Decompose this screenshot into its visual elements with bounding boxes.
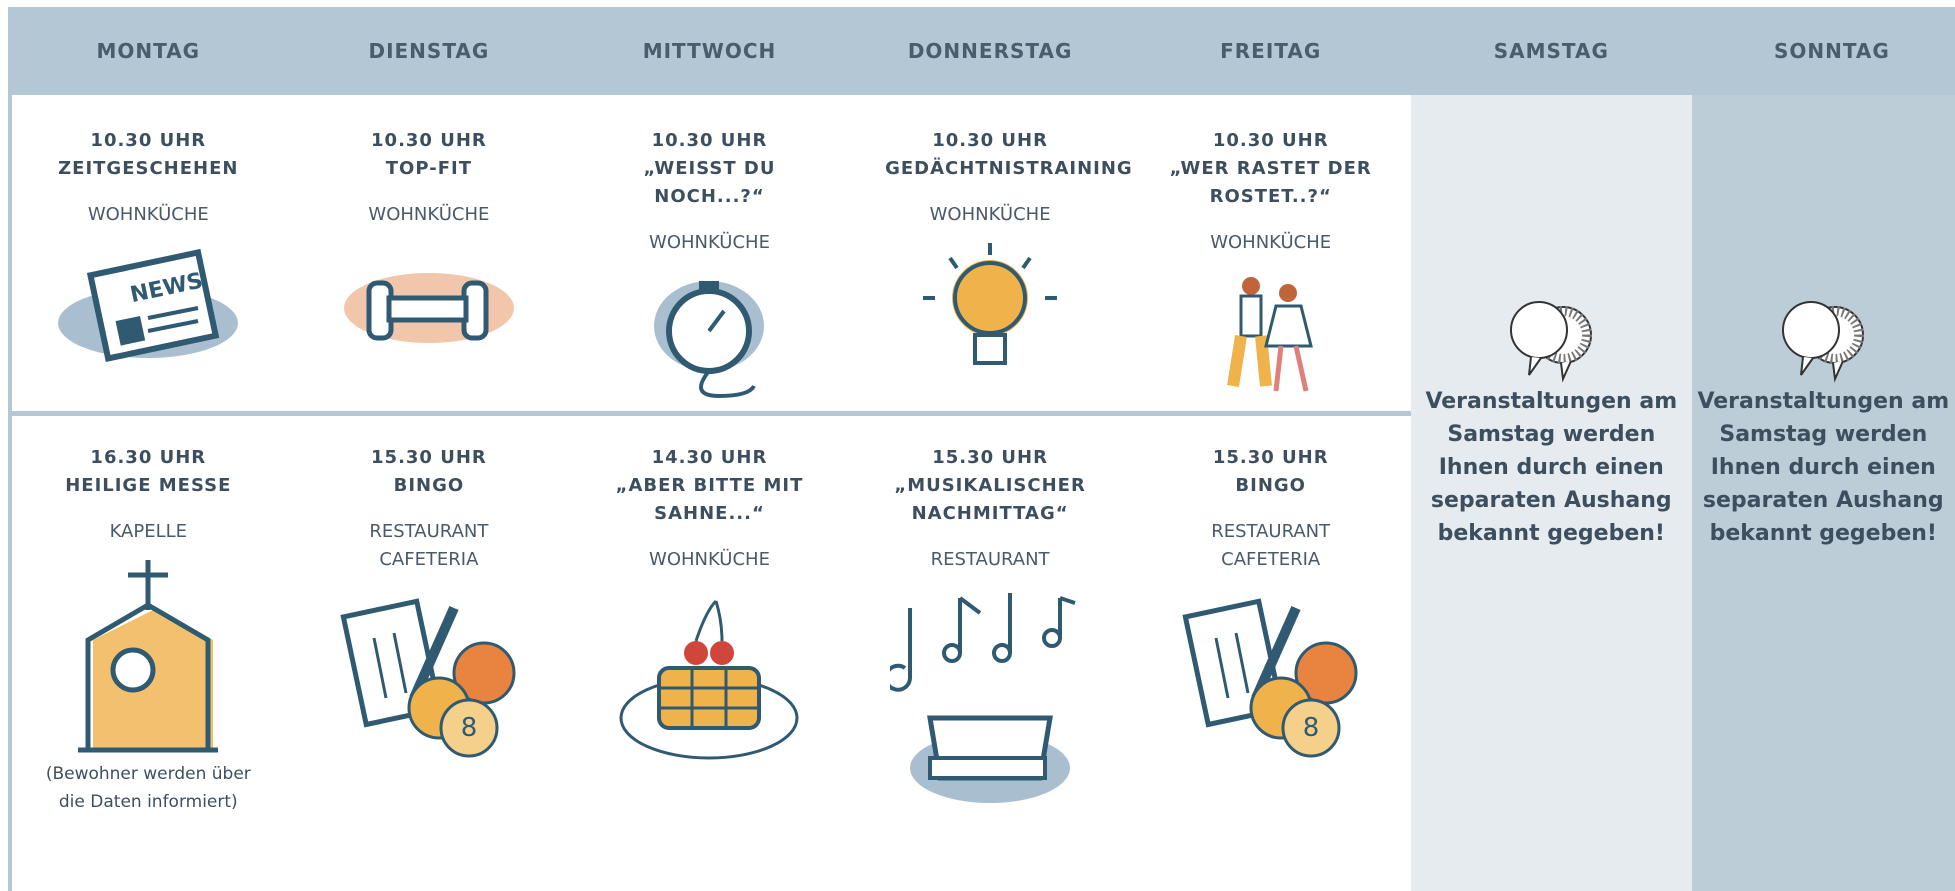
morning-event: 10.30 UHR GEDÄCHTNISTRAINING WOHNKÜCHE [850,127,1133,373]
icon [923,243,1058,365]
event-time: 10.30 UHR [90,130,207,151]
event-time: 15.30 UHR [371,447,487,468]
day-label: DONNERSTAG [907,39,1073,63]
svg-text:8: 8 [1302,713,1319,743]
afternoon-event: 15.30 UHR „MUSIKALISCHER NACHMITTAG“ RESTA… [850,444,1131,818]
morning-event: 10.30 UHR ZEITGESCHEHEN WOHNKÜCHE NEWS [8,127,289,373]
icon [619,599,799,760]
day-label: SONNTAG [1773,39,1890,63]
event-location: WOHNKÜCHE [649,549,770,570]
event-title: ZEITGESCHEHEN [58,158,239,179]
day-label: DIENSTAG [368,39,490,63]
day-label: SAMSTAG [1493,39,1609,63]
event-title: BINGO [1235,475,1306,496]
event-time: 10.30 UHR [932,130,1048,151]
event-location: KAPELLE [109,521,188,542]
event-location: WOHNKÜCHE [368,204,490,225]
icon: 8 [1182,598,1358,758]
event-location: WOHNKÜCHE [1210,232,1332,253]
day-label: FREITAG [1220,39,1322,63]
header: MONTAG DIENSTAG MITTWOCH DONNERSTAG FREITAG S… [8,7,1955,95]
event-title: HEILIGE MESSE [65,475,232,496]
icon [1226,277,1313,392]
weekend-notice: Veranstaltungen am Samstag werden Ihnen … [1425,389,1678,546]
event-note: (Bewohner werden über die Daten informie… [45,764,251,812]
afternoon-event: 14.30 UHR „ABER BITTE MIT SAHNE...“ WOHNKÜ… [569,444,850,768]
event-location: WOHNKÜCHE [929,204,1051,225]
event-location: RESTAURANT [930,549,1050,570]
afternoon-event: 16.30 UHR HEILIGE MESSE KAPELLE (Bewohner w… [8,444,289,816]
day-label: MITTWOCH [642,39,777,63]
morning-event: 10.30 UHR „WER RASTET DER ROSTET..?“ WOHNK… [1130,127,1411,401]
event-title: TOP-FIT [385,158,472,179]
icon: 8 [340,598,516,758]
divider [8,411,1411,416]
event-location: WOHNKÜCHE [649,232,770,253]
icon [1510,301,1593,383]
morning-event: 10.30 UHR „WEISST DU NOCH...?“ WOHNKÜCHE [569,127,850,401]
icon [654,281,765,399]
icon [1782,301,1865,383]
icon: NEWS [58,248,239,363]
event-location: RESTAURANT CAFETERIA [369,521,489,570]
event-title: „WER RASTET DER ROSTET..?“ [1169,158,1372,207]
event-time: 16.30 UHR [90,447,207,468]
event-title: BINGO [393,475,465,496]
morning-event: 10.30 UHR TOP-FIT WOHNKÜCHE [289,127,570,373]
event-time: 15.30 UHR [932,447,1048,468]
event-title: GEDÄCHTNISTRAINING [885,158,1133,179]
weekend-notice-cell: Veranstaltungen am Samstag werden Ihnen … [1411,295,1692,550]
event-time: 15.30 UHR [1212,447,1329,468]
svg-text:8: 8 [461,713,478,743]
weekend-column: Veranstaltungen am Samstag werden Ihnen … [1691,95,1955,891]
event-location: WOHNKÜCHE [87,204,209,225]
afternoon-event: 15.30 UHR BINGO RESTAURANT CAFETERIA 8 [1130,444,1411,758]
weekend-column: Veranstaltungen am Samstag werden Ihnen … [1411,95,1692,891]
border [8,95,12,891]
icon [343,273,514,343]
icon [78,560,219,753]
day-label: MONTAG [96,39,201,63]
event-time: 14.30 UHR [651,447,768,468]
afternoon-event: 15.30 UHR BINGO RESTAURANT CAFETERIA 8 [289,444,570,758]
icon [890,593,1076,803]
event-time: 10.30 UHR [371,130,487,151]
event-title: „WEISST DU NOCH...?“ [643,158,776,207]
event-time: 10.30 UHR [651,130,768,151]
event-title: „ABER BITTE MIT SAHNE...“ [615,475,804,524]
event-time: 10.30 UHR [1212,130,1329,151]
event-location: RESTAURANT CAFETERIA [1211,521,1331,570]
weekend-notice-cell: Veranstaltungen am Samstag werden Ihnen … [1692,295,1955,550]
weekend-notice: Veranstaltungen am Samstag werden Ihnen … [1697,389,1950,546]
event-title: „MUSIKALISCHER NACHMITTAG“ [894,475,1086,524]
